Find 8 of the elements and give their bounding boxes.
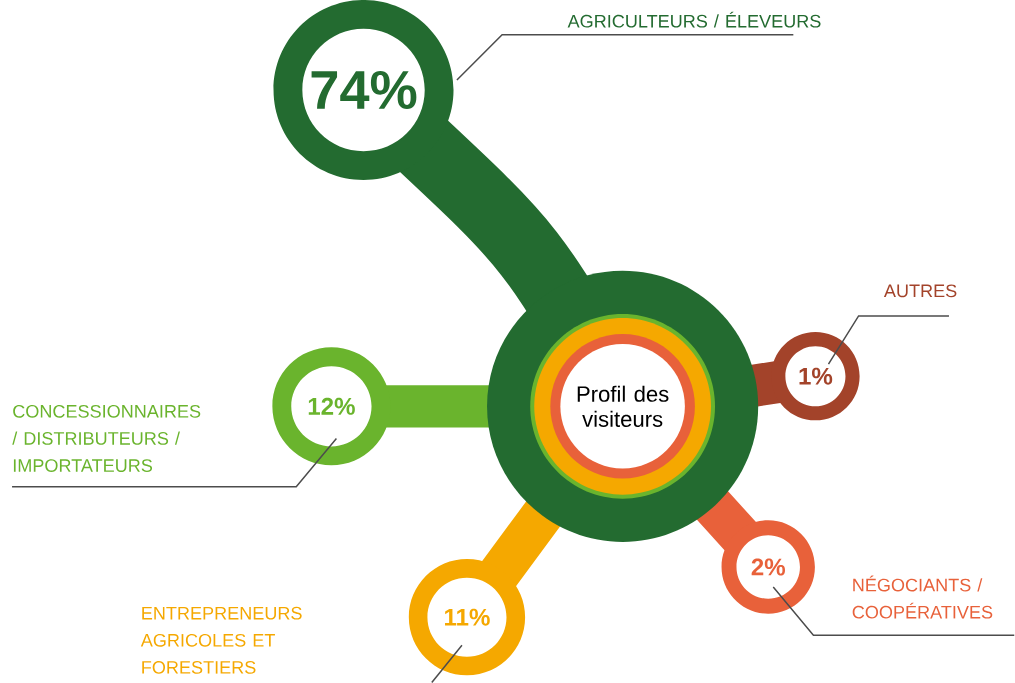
category-label: CONCESSIONNAIRES / DISTRIBUTEURS / IMPORTATEURS [12, 404, 201, 472]
data-label: 11% [445, 608, 490, 626]
category-label: AUTRES [883, 284, 957, 298]
data-label: 12% [308, 397, 355, 415]
category-label: AGRICULTEURS / ÉLEVEURS [567, 11, 821, 28]
text: Profil des visiteurs [577, 385, 669, 427]
category-label: ENTREPRENEURS AGRICOLES ET FORESTIERS [140, 606, 302, 674]
category-label: NÉGOCIANTS / COOPÉRATIVES [852, 575, 993, 619]
